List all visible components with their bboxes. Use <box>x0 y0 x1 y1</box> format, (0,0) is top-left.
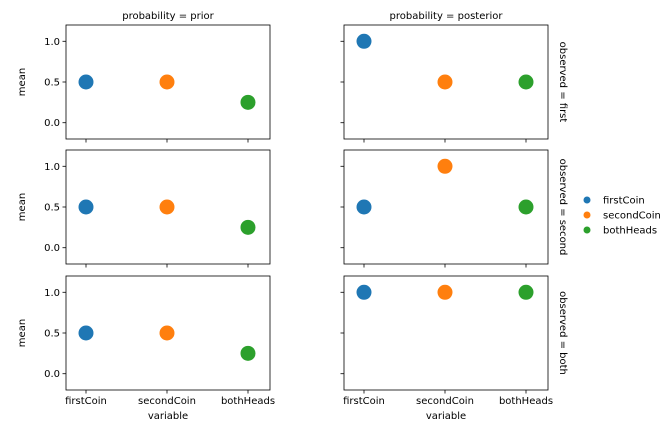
y-tick-label: 0.0 <box>44 369 60 380</box>
legend-label-secondCoin: secondCoin <box>603 211 661 222</box>
legend-label-bothHeads: bothHeads <box>603 226 657 237</box>
point-firstCoin-first-prior <box>78 74 94 90</box>
point-bothHeads-second-prior <box>240 219 256 235</box>
x-tick-label: secondCoin <box>416 396 474 407</box>
point-secondCoin-both-posterior <box>437 284 453 300</box>
legend-marker-firstCoin <box>583 196 591 204</box>
point-firstCoin-both-posterior <box>356 284 372 300</box>
x-axis-title: variable <box>148 411 188 422</box>
point-firstCoin-second-prior <box>78 199 94 215</box>
point-secondCoin-first-posterior <box>437 74 453 90</box>
x-tick-label: bothHeads <box>221 396 275 407</box>
point-bothHeads-both-posterior <box>518 284 534 300</box>
y-tick-label: 1.0 <box>44 288 60 299</box>
point-firstCoin-second-posterior <box>356 199 372 215</box>
point-secondCoin-both-prior <box>159 325 175 341</box>
point-bothHeads-second-posterior <box>518 199 534 215</box>
point-secondCoin-second-posterior <box>437 158 453 174</box>
point-bothHeads-first-posterior <box>518 74 534 90</box>
y-tick-label: 0.5 <box>44 203 60 214</box>
y-axis-title: mean <box>17 193 28 221</box>
point-bothHeads-both-prior <box>240 345 256 361</box>
row-facet-title: observed = second <box>557 159 568 256</box>
row-facet-title: observed = first <box>557 42 568 123</box>
legend-marker-bothHeads <box>583 226 591 234</box>
x-tick-label: secondCoin <box>138 396 196 407</box>
point-firstCoin-first-posterior <box>356 33 372 49</box>
x-tick-label: firstCoin <box>65 396 107 407</box>
legend-marker-secondCoin <box>583 211 591 219</box>
point-secondCoin-first-prior <box>159 74 175 90</box>
y-tick-label: 0.0 <box>44 118 60 129</box>
y-axis-title: mean <box>17 68 28 96</box>
legend-label-firstCoin: firstCoin <box>603 196 645 207</box>
x-axis-title: variable <box>426 411 466 422</box>
x-tick-label: firstCoin <box>343 396 385 407</box>
x-tick-label: bothHeads <box>499 396 553 407</box>
y-tick-label: 0.0 <box>44 243 60 254</box>
col-facet-title: probability = prior <box>122 11 214 22</box>
y-tick-label: 0.5 <box>44 329 60 340</box>
point-bothHeads-first-prior <box>240 94 256 110</box>
y-tick-label: 1.0 <box>44 37 60 48</box>
y-axis-title: mean <box>17 319 28 347</box>
y-tick-label: 0.5 <box>44 78 60 89</box>
row-facet-title: observed = both <box>557 291 568 375</box>
y-tick-label: 1.0 <box>44 162 60 173</box>
point-firstCoin-both-prior <box>78 325 94 341</box>
point-secondCoin-second-prior <box>159 199 175 215</box>
col-facet-title: probability = posterior <box>390 11 504 22</box>
